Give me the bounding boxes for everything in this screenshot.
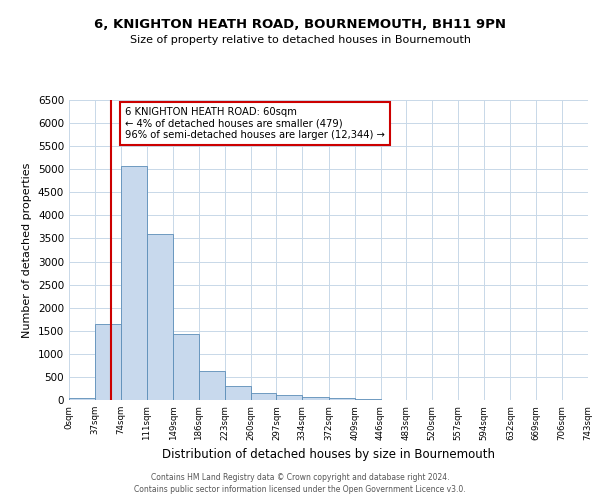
- Bar: [121, 166, 146, 400]
- Bar: [69, 398, 95, 400]
- Text: 6, KNIGHTON HEATH ROAD, BOURNEMOUTH, BH11 9PN: 6, KNIGHTON HEATH ROAD, BOURNEMOUTH, BH1…: [94, 18, 506, 30]
- Bar: [225, 386, 251, 400]
- Text: 6 KNIGHTON HEATH ROAD: 60sqm
← 4% of detached houses are smaller (479)
96% of se: 6 KNIGHTON HEATH ROAD: 60sqm ← 4% of det…: [125, 107, 385, 140]
- Text: Size of property relative to detached houses in Bournemouth: Size of property relative to detached ho…: [130, 35, 470, 45]
- Bar: [173, 334, 199, 400]
- Bar: [302, 398, 329, 400]
- Bar: [95, 324, 121, 400]
- Text: Contains HM Land Registry data © Crown copyright and database right 2024.: Contains HM Land Registry data © Crown c…: [151, 472, 449, 482]
- Y-axis label: Number of detached properties: Number of detached properties: [22, 162, 32, 338]
- Bar: [146, 234, 173, 400]
- X-axis label: Distribution of detached houses by size in Bournemouth: Distribution of detached houses by size …: [162, 448, 495, 461]
- Bar: [251, 393, 277, 400]
- Bar: [355, 399, 380, 400]
- Text: Contains public sector information licensed under the Open Government Licence v3: Contains public sector information licen…: [134, 485, 466, 494]
- Bar: [199, 372, 225, 400]
- Bar: [329, 398, 355, 400]
- Bar: [277, 396, 302, 400]
